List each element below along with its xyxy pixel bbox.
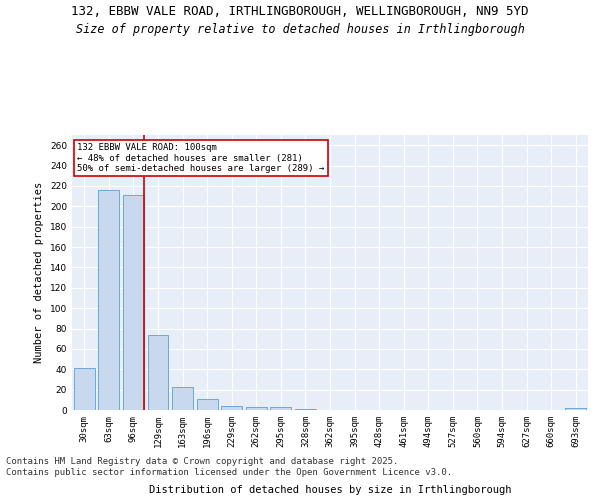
Bar (221, 406, 242, 410)
Bar (74, 368, 95, 410)
Text: Distribution of detached houses by size in Irthlingborough: Distribution of detached houses by size … (149, 485, 511, 495)
Y-axis label: Number of detached properties: Number of detached properties (34, 182, 44, 363)
Bar (197, 399, 218, 410)
Bar (246, 407, 267, 410)
Bar (295, 409, 316, 410)
Text: Contains HM Land Registry data © Crown copyright and database right 2025.
Contai: Contains HM Land Registry data © Crown c… (6, 458, 452, 477)
Bar (123, 195, 144, 410)
Text: 132 EBBW VALE ROAD: 100sqm
← 48% of detached houses are smaller (281)
50% of sem: 132 EBBW VALE ROAD: 100sqm ← 48% of deta… (77, 143, 325, 173)
Text: 132, EBBW VALE ROAD, IRTHLINGBOROUGH, WELLINGBOROUGH, NN9 5YD: 132, EBBW VALE ROAD, IRTHLINGBOROUGH, WE… (71, 5, 529, 18)
Bar (565, 408, 586, 410)
Bar (271, 407, 292, 410)
Text: Size of property relative to detached houses in Irthlingborough: Size of property relative to detached ho… (76, 22, 524, 36)
Bar (98, 190, 119, 410)
Bar (172, 386, 193, 410)
Bar (148, 334, 169, 410)
